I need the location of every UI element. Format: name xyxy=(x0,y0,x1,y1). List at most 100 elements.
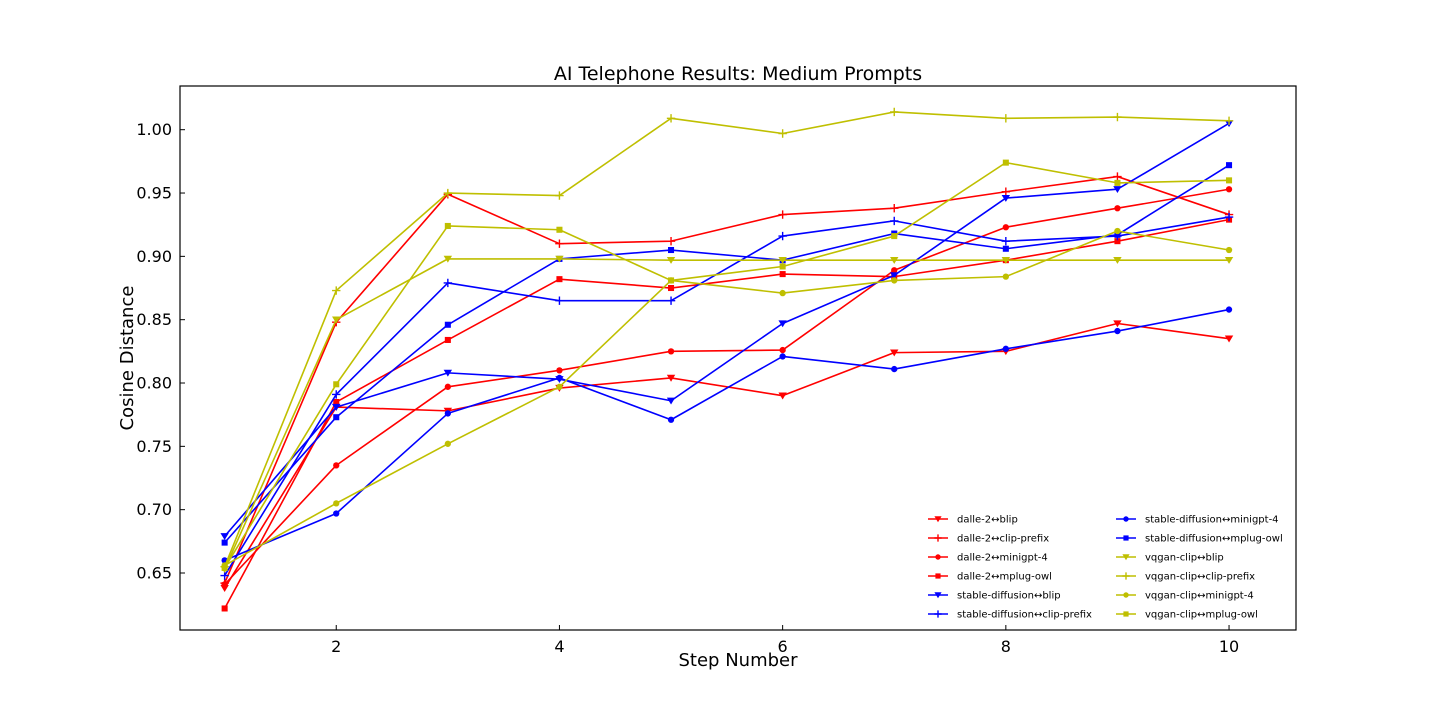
data-point xyxy=(666,236,676,246)
data-point xyxy=(778,210,787,219)
data-point xyxy=(1114,205,1121,212)
data-point xyxy=(666,257,676,264)
series-line xyxy=(223,111,1230,567)
legend-label: dalle-2↔clip-prefix xyxy=(957,534,1049,545)
data-point xyxy=(1224,212,1234,222)
data-point xyxy=(1002,273,1009,280)
legend-label: stable-diffusion↔minigpt-4 xyxy=(1145,515,1279,526)
data-point xyxy=(779,271,786,278)
data-point xyxy=(778,320,787,328)
data-point xyxy=(1001,257,1011,264)
data-point xyxy=(556,276,563,283)
data-point xyxy=(444,410,451,417)
legend-label: dalle-2↔mplug-owl xyxy=(957,572,1052,583)
legend-marker xyxy=(1123,516,1129,522)
data-point xyxy=(778,231,787,241)
series-vqgan-clip↔blip xyxy=(220,255,1234,573)
data-point xyxy=(221,564,228,571)
legend-marker xyxy=(934,592,942,599)
series-dalle-2↔mplug-owl xyxy=(221,216,1233,612)
series-line xyxy=(223,175,1230,584)
series-stable-diffusion↔mplug-owl xyxy=(221,162,1233,546)
data-point xyxy=(221,581,228,588)
data-point xyxy=(333,510,340,517)
data-point xyxy=(332,390,341,399)
data-point xyxy=(667,348,675,355)
data-point xyxy=(1114,238,1121,245)
data-point xyxy=(778,392,787,400)
data-point xyxy=(1001,236,1011,246)
legend-item: dalle-2↔mplug-owl xyxy=(928,572,1052,583)
series-dalle-2↔blip xyxy=(220,320,1234,592)
legend-label: vqgan-clip↔minigpt-4 xyxy=(1145,591,1254,602)
data-point xyxy=(556,374,563,382)
data-point xyxy=(778,129,787,138)
plot-frame xyxy=(179,85,1297,631)
series-stable-diffusion↔clip-prefix xyxy=(220,212,1234,580)
legend-item: dalle-2↔minigpt-4 xyxy=(928,553,1048,564)
legend-marker xyxy=(1123,535,1129,541)
y-axis: 0.65 0.70 0.75 0.80 0.85 0.90 0.95 1.00 xyxy=(136,120,185,583)
x-tick-label: 4 xyxy=(554,637,564,656)
data-point xyxy=(555,239,564,248)
legend-label: vqgan-clip↔mplug-owl xyxy=(1145,610,1258,621)
data-point xyxy=(1001,187,1011,196)
data-point xyxy=(556,383,563,390)
series-dalle-2↔clip-prefix xyxy=(220,172,1234,588)
data-point xyxy=(1002,159,1009,166)
data-point xyxy=(1002,224,1009,231)
data-point xyxy=(333,462,340,469)
data-point xyxy=(444,222,451,229)
data-point xyxy=(333,381,340,388)
legend-item: stable-diffusion↔blip xyxy=(928,591,1061,602)
data-point xyxy=(891,267,898,274)
data-point xyxy=(778,257,787,264)
y-tick-label: 0.95 xyxy=(136,184,172,203)
data-point xyxy=(890,216,899,226)
data-point xyxy=(556,226,563,233)
data-point xyxy=(667,416,675,423)
series-line xyxy=(224,164,1230,544)
legend-label: stable-diffusion↔blip xyxy=(957,591,1061,602)
data-point xyxy=(1225,246,1233,254)
data-point xyxy=(1113,172,1122,181)
legend-marker xyxy=(1123,592,1129,598)
series-line xyxy=(224,188,1230,585)
data-point xyxy=(890,257,899,264)
data-point xyxy=(1113,112,1122,122)
legend-marker xyxy=(934,516,942,523)
data-point xyxy=(444,321,451,328)
series-vqgan-clip↔clip-prefix xyxy=(220,107,1234,571)
data-point xyxy=(779,353,786,360)
data-point xyxy=(332,403,341,411)
legend-label: stable-diffusion↔mplug-owl xyxy=(1145,534,1283,545)
data-point xyxy=(555,255,564,263)
data-point xyxy=(668,277,675,284)
legend-label: dalle-2↔blip xyxy=(957,515,1018,526)
legend-label: vqgan-clip↔blip xyxy=(1145,553,1224,564)
y-tick-label: 0.90 xyxy=(136,247,172,266)
data-point xyxy=(1113,320,1122,328)
data-point xyxy=(1225,186,1233,193)
data-point xyxy=(891,233,898,240)
data-point xyxy=(1224,335,1234,343)
series-line xyxy=(223,322,1230,589)
data-point xyxy=(1226,162,1233,169)
y-tick-label: 0.80 xyxy=(136,374,172,393)
legend-marker xyxy=(1123,611,1129,617)
y-tick-label: 0.75 xyxy=(136,437,172,456)
legend-marker xyxy=(934,610,942,618)
legend-item: stable-diffusion↔minigpt-4 xyxy=(1116,515,1279,526)
data-point xyxy=(555,296,564,305)
data-point xyxy=(221,539,228,546)
data-point xyxy=(891,277,898,284)
data-point xyxy=(890,204,899,213)
data-point xyxy=(1224,116,1234,126)
legend-marker xyxy=(935,554,941,560)
legend-marker xyxy=(934,534,942,542)
data-point xyxy=(444,440,451,447)
legend-item: stable-diffusion↔mplug-owl xyxy=(1116,534,1283,545)
x-tick-label: 2 xyxy=(331,637,341,656)
series-stable-diffusion↔blip xyxy=(220,120,1234,541)
